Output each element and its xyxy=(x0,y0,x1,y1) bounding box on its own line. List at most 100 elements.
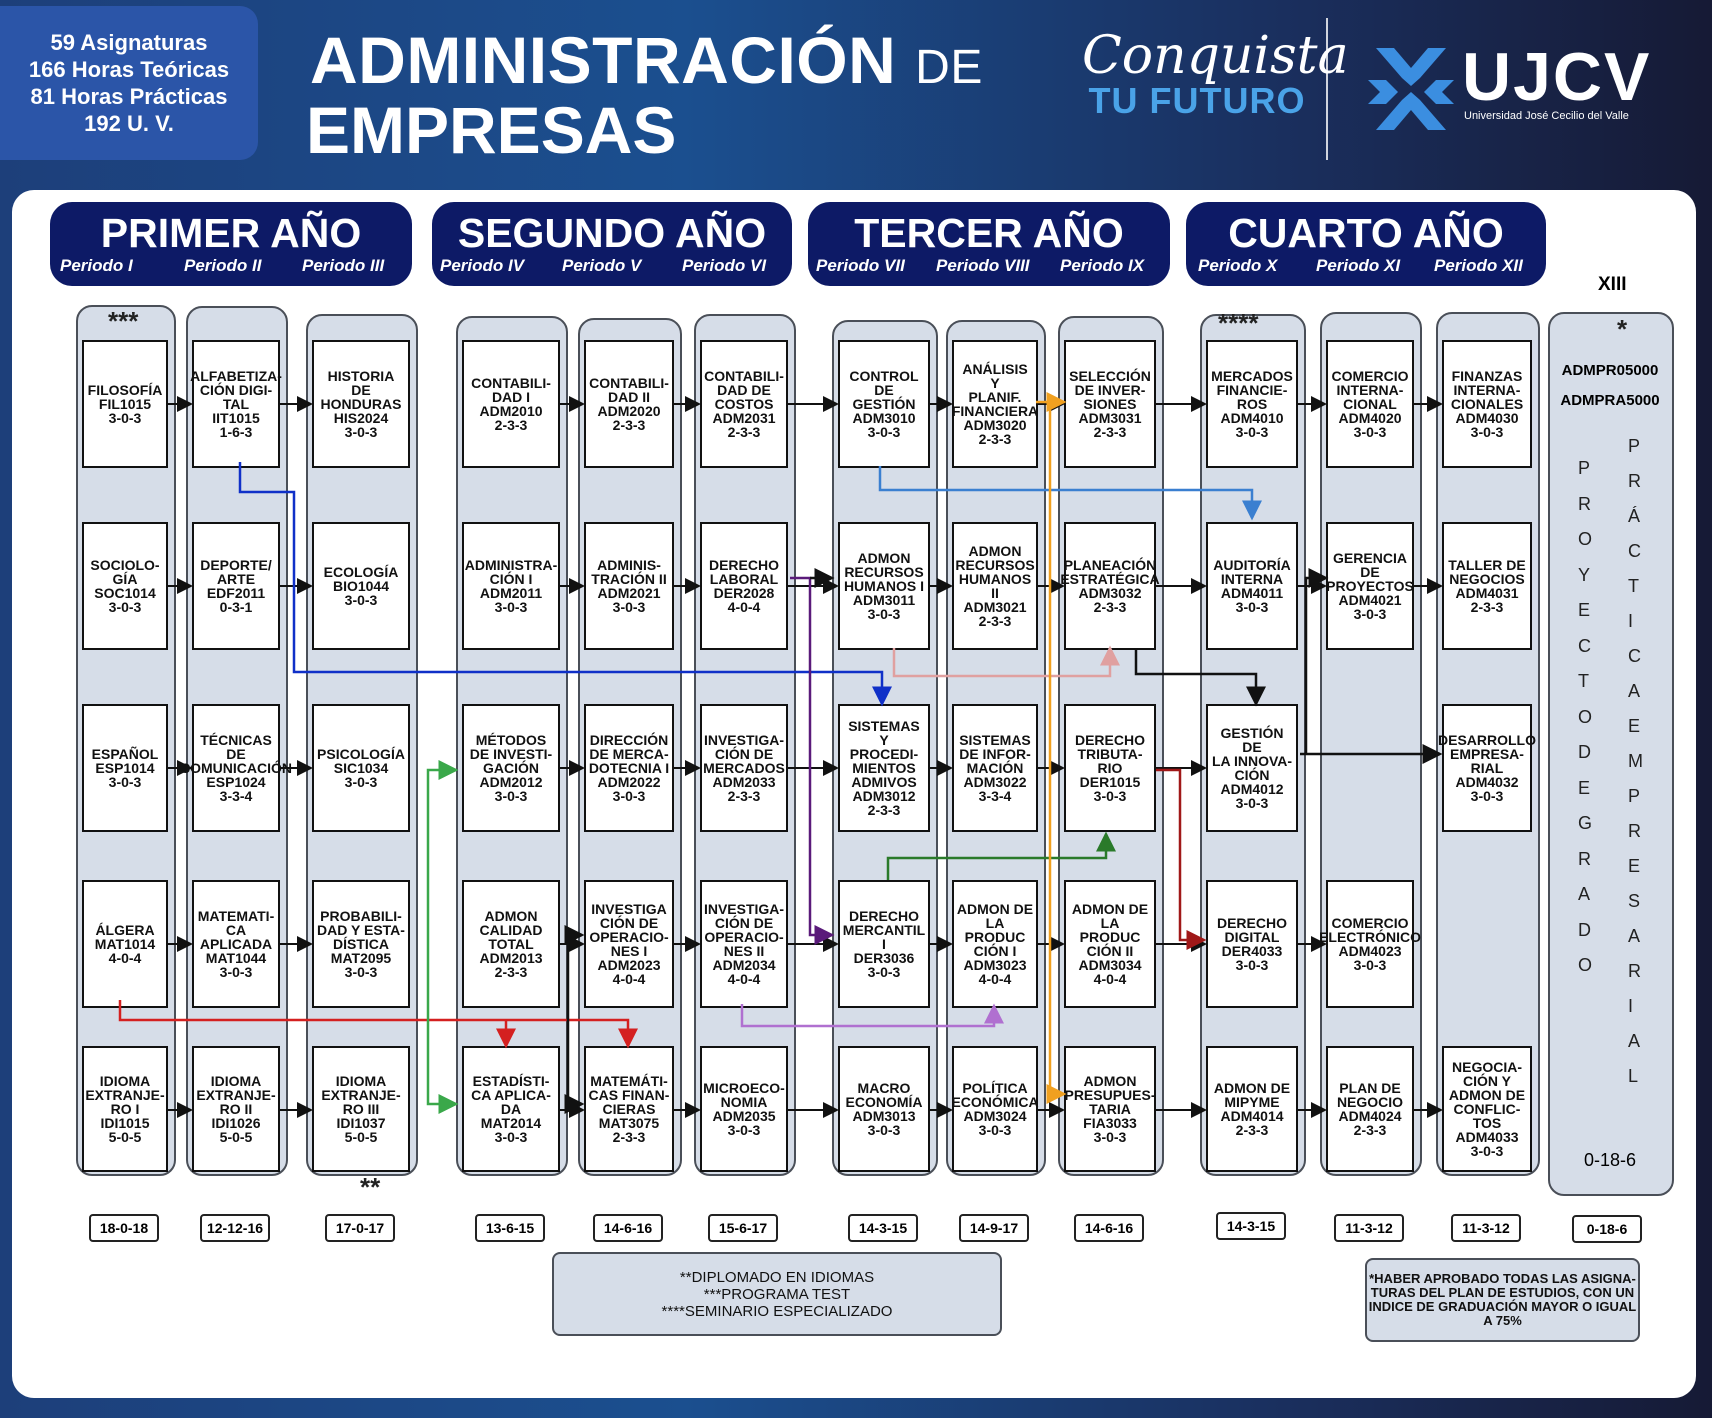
notes-box: **DIPLOMADO EN IDIOMAS ***PROGRAMA TEST … xyxy=(552,1252,1002,1336)
course-line: 2-3-3 xyxy=(494,964,528,980)
course-line: 3-0-3 xyxy=(612,788,646,804)
internship-code: ADMPRA5000 xyxy=(1560,392,1660,409)
course-line: EMPRESA- xyxy=(1450,746,1524,762)
course-line: ADM4012 xyxy=(1220,781,1284,797)
course-line: ADM3034 xyxy=(1078,957,1142,973)
vertical-letter: E xyxy=(1578,600,1591,620)
course-line: 3-0-3 xyxy=(867,424,901,440)
course-line: MAT2095 xyxy=(330,950,392,966)
hours-total: 17-0-17 xyxy=(325,1214,395,1242)
vertical-letter: C xyxy=(1628,646,1641,666)
course-line: DESARROLLO xyxy=(1438,732,1536,748)
course-line: EXTRANJE- xyxy=(196,1087,276,1103)
course-line: RO II xyxy=(219,1101,253,1117)
vertical-letter: I xyxy=(1628,996,1634,1016)
course-line: CAS FINAN- xyxy=(588,1087,670,1103)
course-box: ESTADÍSTI- CA APLICA- DA MAT2014 3-0-3 xyxy=(462,1046,560,1172)
course-box: FILOSOFÍA FIL1015 3-0-3 xyxy=(82,340,168,468)
course-line: FINANZAS xyxy=(1451,368,1523,384)
course-line: ADM4030 xyxy=(1455,410,1519,426)
course-line: 3-0-3 xyxy=(867,964,901,980)
course-line: PLANIF. xyxy=(968,389,1022,405)
graduation-note-box: *HABER APROBADO TODAS LAS ASIGNA- TURAS … xyxy=(1365,1258,1640,1342)
course-line: PLANEACIÓN xyxy=(1063,557,1157,573)
course-line: NOMIA xyxy=(720,1094,768,1110)
course-box: SOCIOLO- GÍA SOC1014 3-0-3 xyxy=(82,522,168,650)
course-line: LABORAL xyxy=(709,571,779,587)
course-line: POLÍTICA xyxy=(962,1080,1028,1096)
course-line: 4-0-4 xyxy=(727,971,761,987)
course-line: IIT1015 xyxy=(212,410,260,426)
period-label: Periodo X xyxy=(1198,256,1278,275)
course-box: MATEMÁTI- CAS FINAN- CIERAS MAT3075 2-3-3 xyxy=(584,1046,674,1172)
course-box: MATEMATI- CA APLICADA MAT1044 3-0-3 xyxy=(192,880,280,1008)
course-line: SIONES xyxy=(1083,396,1137,412)
course-line: MIENTOS xyxy=(852,760,916,776)
year-header-4: CUARTO AÑO Periodo X Periodo XI Periodo … xyxy=(1186,202,1546,286)
period-xiii-label: XIII xyxy=(1598,274,1627,295)
course-line: 3-0-3 xyxy=(1353,606,1387,622)
vertical-letter: T xyxy=(1578,671,1589,691)
course-line: 5-0-5 xyxy=(344,1129,378,1145)
course-line: 2-3-3 xyxy=(727,788,761,804)
course-line: INTERNA- xyxy=(1453,382,1521,398)
course-line: ADM3022 xyxy=(963,774,1027,790)
course-box: TÉCNICAS DE COMUNICACIÓN ESP1024 3-3-4 xyxy=(180,704,292,832)
vertical-letter: C xyxy=(1628,541,1641,561)
vertical-letter: R xyxy=(1628,471,1641,491)
course-line: 3-0-3 xyxy=(1353,957,1387,973)
course-line: CONTROL xyxy=(849,368,919,384)
course-line: 3-0-3 xyxy=(494,599,528,615)
course-box: ADMON RECURSOS HUMANOS II ADM3021 2-3-3 xyxy=(952,522,1038,650)
course-line: ADM3013 xyxy=(852,1108,916,1124)
course-line: CIÓN I xyxy=(973,943,1017,959)
title-de: DE xyxy=(915,41,983,94)
course-line: SIC1034 xyxy=(333,760,389,776)
course-box: ANÁLISIS Y PLANIF. FINANCIERA ADM3020 2-3-3 xyxy=(952,340,1038,468)
vertical-letter: P xyxy=(1628,786,1641,806)
course-box: SELECCIÓN DE INVER- SIONES ADM3031 2-3-3 xyxy=(1064,340,1156,468)
course-line: 3-0-3 xyxy=(612,599,646,615)
course-line: ADM3031 xyxy=(1078,410,1142,426)
course-line: IDI1015 xyxy=(100,1115,150,1131)
course-box: DIRECCIÓN DE MERCA- DOTECNIA I ADM2022 3-0-3 xyxy=(584,704,674,832)
course-line: ESP1024 xyxy=(206,774,266,790)
course-line: ADMIVOS xyxy=(851,774,917,790)
course-box: DERECHO TRIBUTA- RIO DER1015 3-0-3 xyxy=(1064,704,1156,832)
course-line: CIÓN II xyxy=(1086,943,1134,959)
course-box: HISTORIA DE HONDURAS HIS2024 3-0-3 xyxy=(312,340,410,468)
year-header-1: PRIMER AÑO Periodo I Periodo II Periodo … xyxy=(50,202,412,286)
course-line: DE GESTIÓN xyxy=(852,382,916,412)
course-line: 3-0-3 xyxy=(1235,424,1269,440)
year-title: SEGUNDO AÑO xyxy=(457,210,767,256)
course-line: INVESTIGA xyxy=(591,901,667,917)
vertical-letter: D xyxy=(1578,742,1591,762)
course-line: ESTADÍSTI- xyxy=(472,1073,550,1089)
grad-note-line: TURAS DEL PLAN DE ESTUDIOS, CON UN xyxy=(1370,1285,1635,1300)
course-line: COMERCIO xyxy=(1331,915,1409,931)
course-line: HIS2024 xyxy=(333,410,389,426)
hours-total: 0-18-6 xyxy=(1572,1215,1642,1243)
course-line: 3-0-3 xyxy=(344,424,378,440)
course-line: SOCIOLO- xyxy=(90,557,160,573)
course-box: MACRO ECONOMÍA ADM3013 3-0-3 xyxy=(838,1046,930,1172)
course-line: MIPYME xyxy=(1224,1094,1280,1110)
course-line: 3-0-3 xyxy=(108,774,142,790)
page-title-line2: EMPRESAS xyxy=(306,93,677,167)
course-box: CONTABILI- DAD DE COSTOS ADM2031 2-3-3 xyxy=(700,340,788,468)
course-line: PRESUPUES- xyxy=(1064,1087,1156,1103)
course-line: ADMON DE LA xyxy=(956,901,1034,931)
course-line: 2-3-3 xyxy=(1093,599,1127,615)
course-line: 3-0-3 xyxy=(978,1122,1012,1138)
course-line: CIONALES xyxy=(1450,396,1524,412)
logo-text: UJCV xyxy=(1462,39,1652,115)
course-line: 4-0-4 xyxy=(978,971,1012,987)
course-box: DERECHO LABORAL DER2028 4-0-4 xyxy=(700,522,788,650)
course-line: RO III xyxy=(342,1101,380,1117)
course-line: INTERNA- xyxy=(1336,382,1404,398)
course-box: MÉTODOS DE INVESTI- GACIÓN ADM2012 3-0-3 xyxy=(462,704,560,832)
course-line: GERENCIA DE xyxy=(1333,550,1407,580)
course-line: HUMANOS II xyxy=(958,571,1032,601)
course-line: 3-0-3 xyxy=(219,964,253,980)
period-label: Periodo XII xyxy=(1434,256,1523,275)
